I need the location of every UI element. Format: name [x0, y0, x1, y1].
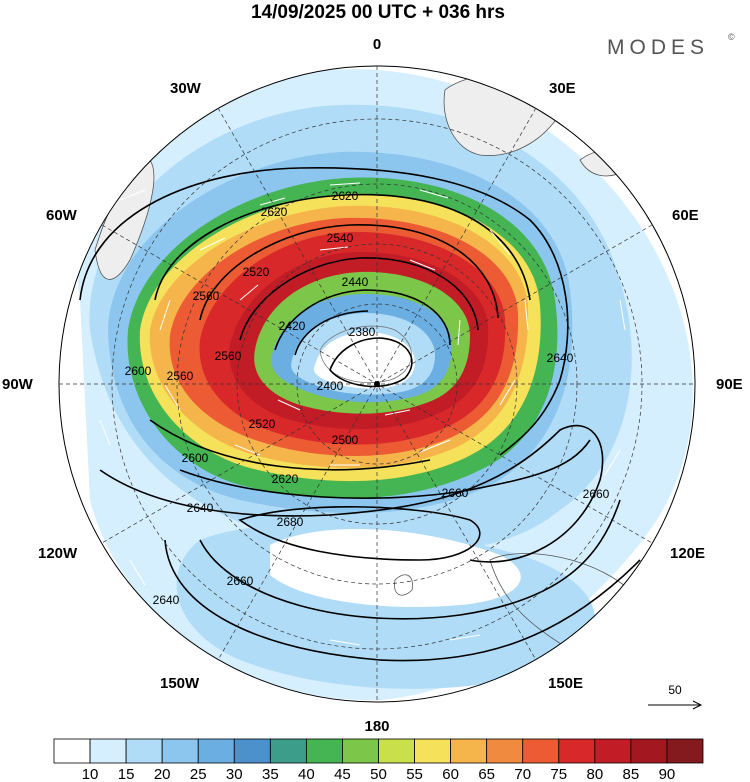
contour-label: 2640: [187, 501, 214, 515]
contour-label: 2420: [279, 319, 306, 333]
colorbar-swatch: [522, 738, 560, 764]
colorbar: 10 15 20 25 30 35 40 45 50 55 60 65 70 75 80 85 90: [53, 738, 704, 782]
lon-label-180: 180: [364, 718, 389, 735]
contour-label: 2500: [332, 433, 359, 447]
colorbar-tick-label: 35: [262, 766, 279, 782]
contour-label: 2640: [153, 593, 180, 607]
lon-label-120w: 120W: [38, 545, 78, 562]
lon-label-150w: 150W: [160, 675, 200, 692]
colorbar-tick-label: 70: [514, 766, 531, 782]
colorbar-swatch: [233, 738, 271, 764]
longitude-labels: 0 180 90W 90E 30W 60W 30E 60E 120W 150W …: [2, 36, 743, 735]
lon-label-30e: 30E: [549, 80, 576, 97]
lon-label-120e: 120E: [670, 545, 705, 562]
contour-label: 2540: [327, 231, 354, 245]
contour-label: 2660: [227, 574, 254, 588]
contour-label: 2680: [277, 515, 304, 529]
contour-label: 2520: [249, 417, 276, 431]
colorbar-swatch: [414, 738, 452, 764]
lon-label-90w: 90W: [2, 376, 34, 393]
colorbar-tick-label: 65: [478, 766, 495, 782]
lon-label-150e: 150E: [548, 675, 583, 692]
contour-label: 2660: [442, 486, 469, 500]
colorbar-tick-label: 55: [406, 766, 423, 782]
reference-vector: 50: [648, 683, 703, 710]
lon-label-0: 0: [373, 36, 381, 53]
lon-label-30w: 30W: [170, 80, 202, 97]
colorbar-swatch: [197, 738, 235, 764]
lon-label-60e: 60E: [672, 207, 699, 224]
forecast-title: 14/09/2025 00 UTC + 036 hrs: [251, 2, 505, 23]
colorbar-tick-label: 25: [190, 766, 207, 782]
colorbar-tick-label: 50: [370, 766, 387, 782]
contour-label: 2620: [272, 472, 299, 486]
colorbar-swatch: [450, 738, 488, 764]
south-pole-marker: [374, 381, 380, 387]
contour-label: 2600: [125, 364, 152, 378]
contour-label: 2660: [583, 487, 610, 501]
map-disk: [59, 66, 695, 702]
colorbar-swatch: [305, 738, 343, 764]
colorbar-swatch: [125, 738, 163, 764]
colorbar-swatch: [378, 738, 415, 764]
colorbar-tick-label: 90: [659, 766, 676, 782]
contour-label: 2600: [182, 451, 209, 465]
colorbar-swatch: [269, 738, 307, 764]
contour-label: 2560: [193, 289, 220, 303]
contour-label: 2440: [342, 275, 369, 289]
colorbar-swatch: [161, 738, 199, 764]
contour-label: 2400: [317, 379, 344, 393]
colorbar-tick-label: 85: [623, 766, 640, 782]
colorbar-tick-label: 20: [154, 766, 171, 782]
colorbar-swatch: [486, 738, 524, 764]
colorbar-swatch: [594, 738, 632, 764]
contour-label: 2560: [167, 369, 194, 383]
contour-label: 2620: [332, 189, 359, 203]
contour-label: 2640: [547, 351, 574, 365]
colorbar-tick-label: 10: [82, 766, 99, 782]
contour-label: 2560: [215, 349, 242, 363]
colorbar-tick-label: 75: [550, 766, 567, 782]
colorbar-tick-label: 45: [334, 766, 351, 782]
contour-labels: 2620 2620 2540 2440 2520 2560 2420 2380 …: [125, 189, 610, 607]
contour-label: 2620: [261, 205, 288, 219]
colorbar-swatch: [89, 738, 127, 764]
arrow-icon: [692, 700, 703, 710]
lon-label-60w: 60W: [46, 207, 78, 224]
colorbar-swatch: [558, 738, 596, 764]
colorbar-swatch: [342, 738, 379, 764]
colorbar-swatch: [630, 738, 668, 764]
colorbar-tick-label: 40: [298, 766, 315, 782]
colorbar-tick-label: 15: [118, 766, 135, 782]
colorbar-tick-label: 60: [442, 766, 459, 782]
modes-logo: MODES: [607, 36, 709, 59]
copyright-mark: ©: [728, 32, 735, 42]
colorbar-swatch: [53, 738, 91, 764]
colorbar-swatch: [666, 738, 704, 764]
colorbar-tick-label: 30: [226, 766, 243, 782]
colorbar-tick-label: 80: [586, 766, 603, 782]
contour-label: 2520: [243, 265, 270, 279]
reference-vector-label: 50: [668, 683, 682, 697]
contour-label: 2380: [349, 325, 376, 339]
lon-label-90e: 90E: [716, 376, 743, 393]
